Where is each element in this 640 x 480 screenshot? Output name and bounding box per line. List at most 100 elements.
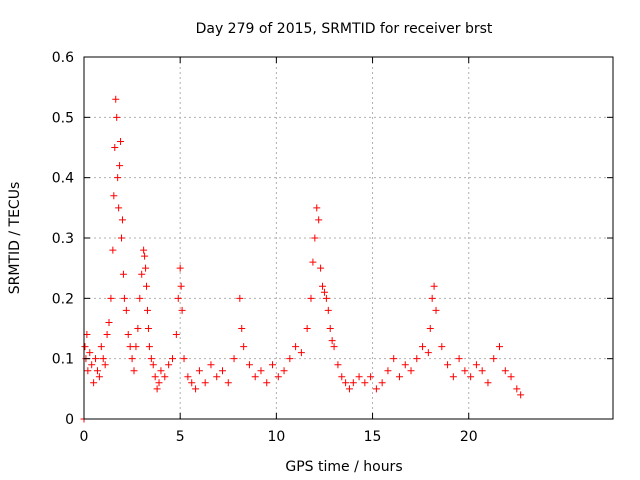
data-point xyxy=(320,288,328,296)
data-point xyxy=(134,325,142,332)
data-point xyxy=(219,367,227,375)
data-point xyxy=(449,373,457,381)
data-point xyxy=(86,349,94,357)
data-point xyxy=(245,361,253,369)
data-point xyxy=(180,355,188,363)
data-point xyxy=(322,294,330,302)
y-tick-label: 0.2 xyxy=(52,291,74,307)
data-point xyxy=(110,192,118,200)
data-point xyxy=(326,325,334,332)
data-point xyxy=(345,385,353,393)
data-point xyxy=(145,343,153,351)
data-point xyxy=(307,294,315,302)
data-point xyxy=(297,349,305,357)
data-point xyxy=(101,361,109,369)
data-point xyxy=(213,373,221,381)
data-point xyxy=(141,252,149,260)
data-point xyxy=(174,294,182,302)
data-point xyxy=(334,361,342,369)
data-point xyxy=(143,306,151,314)
data-point xyxy=(395,373,403,381)
data-point xyxy=(157,367,165,375)
data-point xyxy=(311,234,319,242)
data-point xyxy=(274,373,282,381)
data-point xyxy=(419,343,427,351)
data-point xyxy=(118,234,126,242)
data-point xyxy=(177,282,185,290)
data-point xyxy=(103,331,111,339)
data-point xyxy=(432,306,440,314)
data-point xyxy=(413,355,421,363)
data-point xyxy=(195,367,203,375)
data-point xyxy=(292,343,300,351)
data-point xyxy=(303,325,311,332)
data-point xyxy=(484,379,492,387)
data-point xyxy=(224,379,232,387)
data-point xyxy=(407,367,415,375)
data-point xyxy=(155,379,163,387)
data-point xyxy=(490,355,498,363)
data-point xyxy=(144,325,152,332)
data-point xyxy=(149,361,157,369)
data-point xyxy=(236,294,244,302)
data-point xyxy=(140,246,148,254)
data-point xyxy=(444,361,452,369)
data-point xyxy=(478,367,486,375)
y-tick-label: 0.6 xyxy=(52,50,74,66)
data-point xyxy=(130,367,138,375)
data-point xyxy=(153,385,161,393)
data-point xyxy=(188,379,196,387)
data-point xyxy=(390,355,398,363)
data-point xyxy=(113,113,121,121)
data-point xyxy=(81,343,89,351)
data-point xyxy=(461,367,469,375)
data-point xyxy=(517,391,525,399)
data-point xyxy=(115,204,123,212)
data-point xyxy=(118,216,126,224)
data-point xyxy=(438,343,446,351)
data-point xyxy=(257,367,265,375)
data-point xyxy=(313,204,321,212)
data-point xyxy=(172,331,180,339)
x-tick-label: 15 xyxy=(364,429,382,445)
data-point xyxy=(105,318,113,326)
data-point xyxy=(147,355,155,363)
data-point xyxy=(84,367,92,375)
x-tick-label: 0 xyxy=(80,429,89,445)
x-tick-label: 20 xyxy=(460,429,478,445)
y-tick-label: 0.1 xyxy=(52,352,74,368)
data-point xyxy=(319,282,327,290)
data-point xyxy=(114,174,122,182)
data-point xyxy=(328,337,336,345)
data-point xyxy=(428,294,436,302)
y-tick-label: 0 xyxy=(65,412,74,428)
data-point xyxy=(192,385,200,393)
data-point xyxy=(424,349,432,357)
data-point xyxy=(93,367,101,375)
data-point xyxy=(467,373,475,381)
data-point xyxy=(122,306,130,314)
data-point xyxy=(117,137,125,145)
data-point xyxy=(513,385,521,393)
data-point xyxy=(349,379,357,387)
data-point xyxy=(472,361,480,369)
data-point xyxy=(201,379,209,387)
data-point xyxy=(111,144,119,151)
data-point xyxy=(361,379,369,387)
data-point xyxy=(109,246,117,254)
data-point xyxy=(138,270,146,278)
data-point xyxy=(384,367,392,375)
data-point xyxy=(286,355,294,363)
data-point xyxy=(116,162,124,170)
data-point xyxy=(97,343,105,351)
data-point xyxy=(501,367,509,375)
chart-title: Day 279 of 2015, SRMTID for receiver brs… xyxy=(196,21,493,37)
data-point xyxy=(132,343,140,351)
data-point xyxy=(176,264,184,272)
data-point xyxy=(151,373,159,381)
data-point xyxy=(324,306,332,314)
data-point xyxy=(112,95,120,103)
data-point xyxy=(143,282,151,290)
